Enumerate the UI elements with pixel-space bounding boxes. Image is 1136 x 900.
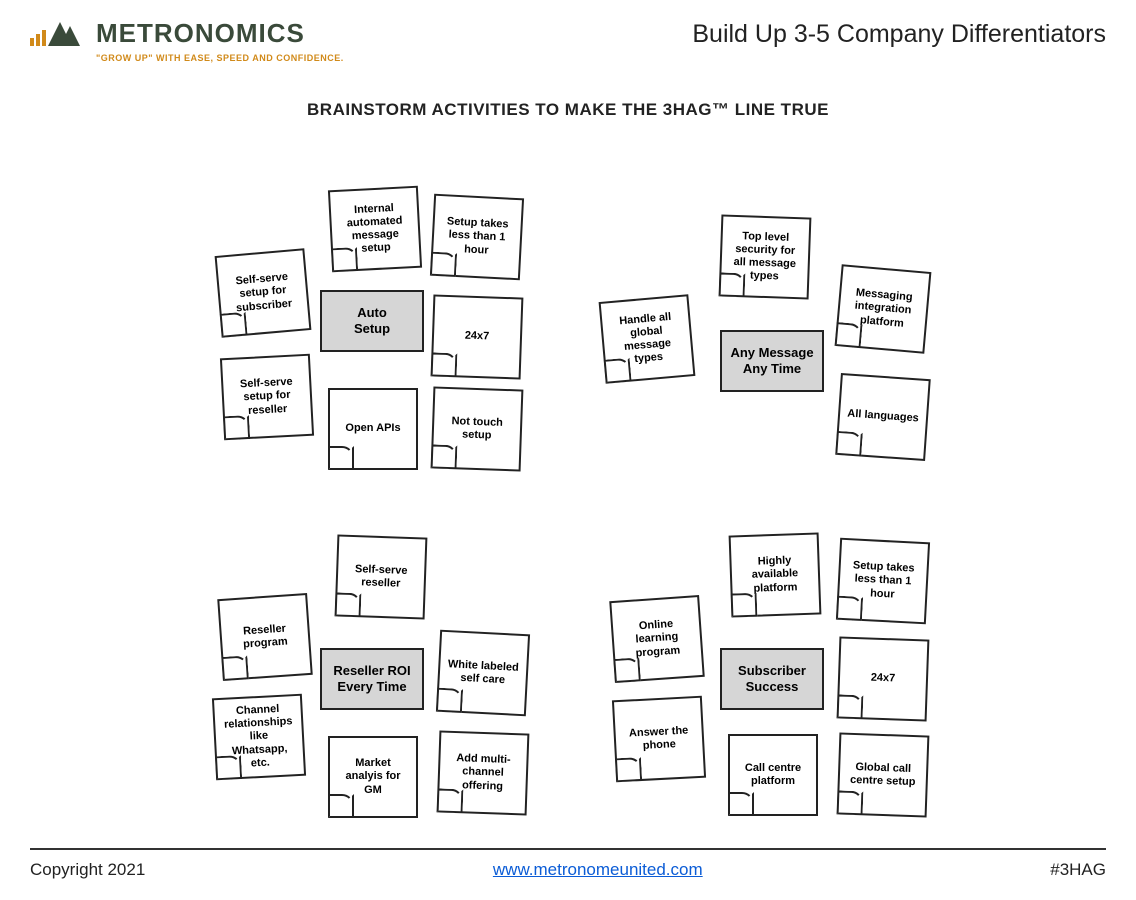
sticky-note: Add multi-channel offering xyxy=(437,730,530,815)
diagram-canvas: AutoSetup Internal automated message setu… xyxy=(0,150,1136,830)
cluster-any-message: Any MessageAny Time Top level security fo… xyxy=(590,190,990,490)
header: METRONOMICS "GROW UP" WITH EASE, SPEED A… xyxy=(30,18,1106,63)
center-card: AutoSetup xyxy=(320,290,424,352)
center-card: Reseller ROIEvery Time xyxy=(320,648,424,710)
copyright: Copyright 2021 xyxy=(30,860,145,880)
sticky-note: Market analyis for GM xyxy=(328,736,418,818)
footer-hashtag: #3HAG xyxy=(1050,860,1106,880)
sticky-note: 24x7 xyxy=(837,636,930,721)
sticky-note: Answer the phone xyxy=(612,696,706,783)
sticky-note: Self-serve setup for subscriber xyxy=(215,248,312,338)
cluster-auto-setup: AutoSetup Internal automated message setu… xyxy=(200,170,600,470)
sticky-note: Messaging integration platform xyxy=(835,264,932,354)
sticky-note: Handle all global message types xyxy=(599,294,696,384)
sticky-note: Highly available platform xyxy=(729,532,822,617)
sticky-note: Online learning program xyxy=(609,595,705,683)
center-card: Any MessageAny Time xyxy=(720,330,824,392)
sticky-note: Self-serve reseller xyxy=(335,534,428,619)
brand-tagline: "GROW UP" WITH EASE, SPEED AND CONFIDENC… xyxy=(96,53,344,63)
sticky-note: Channel relationships like Whatsapp, etc… xyxy=(212,694,306,781)
footer-link[interactable]: www.metronomeunited.com xyxy=(493,860,703,880)
sticky-note: All languages xyxy=(835,373,931,461)
brand-name: METRONOMICS xyxy=(96,18,305,49)
sticky-note: Top level security for all message types xyxy=(719,214,812,299)
logo-block: METRONOMICS "GROW UP" WITH EASE, SPEED A… xyxy=(30,18,344,63)
center-card: SubscriberSuccess xyxy=(720,648,824,710)
footer: Copyright 2021 www.metronomeunited.com #… xyxy=(30,848,1106,880)
sticky-note: Open APIs xyxy=(328,388,418,470)
sticky-note: Setup takes less than 1 hour xyxy=(430,194,524,281)
cluster-reseller-roi: Reseller ROIEvery Time Self-serve reselle… xyxy=(200,520,600,820)
cluster-subscriber-success: SubscriberSuccess Highly available platfo… xyxy=(600,520,1000,820)
subtitle: BRAINSTORM ACTIVITIES TO MAKE THE 3HAG™ … xyxy=(0,100,1136,120)
slide-title: Build Up 3-5 Company Differentiators xyxy=(692,20,1106,49)
metronomics-logo-icon xyxy=(30,20,86,48)
sticky-note: Internal automated message setup xyxy=(328,186,422,273)
sticky-note: 24x7 xyxy=(431,294,524,379)
sticky-note: Reseller program xyxy=(217,593,313,681)
sticky-note: Not touch setup xyxy=(431,386,524,471)
sticky-note: Setup takes less than 1 hour xyxy=(836,538,930,625)
sticky-note: Global call centre setup xyxy=(837,732,930,817)
sticky-note: White labeled self care xyxy=(436,630,530,717)
sticky-note: Call centre platform xyxy=(728,734,818,816)
sticky-note: Self-serve setup for reseller xyxy=(220,354,314,441)
